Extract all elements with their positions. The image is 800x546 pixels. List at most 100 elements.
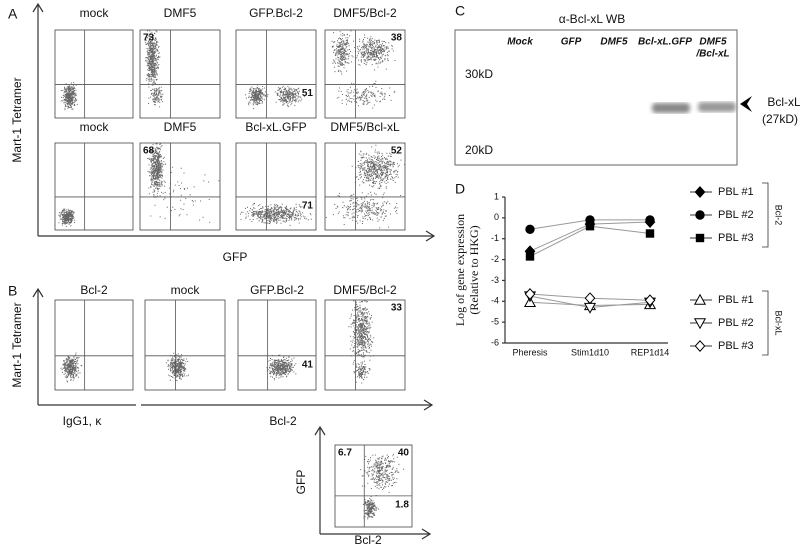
plot-title: mock	[80, 120, 110, 134]
legend-label: PBL #2	[718, 209, 754, 221]
quadrant-value: 40	[398, 448, 410, 459]
legend-marker	[695, 233, 705, 243]
legend-label: PBL #3	[718, 232, 754, 244]
y-tick-label: 1	[494, 191, 499, 201]
x-axis-label: GFP	[223, 250, 248, 264]
quadrant-value: 38	[391, 33, 403, 44]
y-tick-label: -5	[491, 317, 499, 327]
plot-frame	[235, 29, 317, 119]
blot	[454, 29, 738, 166]
y-axis-label: GFP	[294, 470, 308, 495]
y-axis-label: Log of gene expression	[453, 214, 467, 326]
arrow	[740, 96, 752, 112]
quadrant-value: 68	[143, 146, 155, 157]
y-tick-label: -4	[491, 296, 499, 306]
data-point	[645, 229, 655, 238]
event-dots	[266, 354, 297, 381]
event-dots	[58, 208, 76, 227]
y-tick-label: -3	[491, 275, 499, 285]
quadrant-value: 71	[302, 201, 314, 212]
event-dots	[165, 352, 189, 382]
plot-frame	[237, 299, 317, 391]
x-tick-label: REP1d14	[631, 347, 670, 357]
legend-label: PBL #1	[718, 294, 754, 306]
size-marker: 30kD	[465, 67, 493, 81]
plot-title: DMF5	[164, 120, 197, 134]
plot-title: mock	[80, 6, 110, 20]
quadrant-value: 73	[143, 33, 155, 44]
legend-marker	[693, 293, 707, 305]
legend-marker	[693, 318, 707, 330]
lane-label: Bcl-xL.GFP	[638, 37, 692, 48]
data-point	[585, 222, 595, 231]
x-axis-label: Bcl-2	[269, 414, 297, 428]
x-tick-label: Pheresis	[512, 347, 548, 357]
plot-title: mock	[171, 283, 201, 297]
y-axis-label: Mart-1 Tetramer	[10, 77, 24, 162]
quadrant-value: 6.7	[338, 448, 352, 459]
plot-title: GFP.Bcl-2	[249, 6, 303, 20]
y-tick-label: -2	[491, 254, 499, 264]
data-point	[645, 215, 655, 225]
x-axis-label: IgG1, κ	[63, 414, 103, 428]
panel-label: B	[8, 283, 17, 299]
data-point	[525, 252, 535, 261]
y-tick-label: -1	[491, 233, 499, 243]
blot-title: α-Bcl-xL WB	[559, 12, 626, 26]
band	[698, 102, 736, 112]
plot-title: DMF5/Bcl-2	[333, 283, 397, 297]
plot-frame	[324, 142, 406, 231]
legend-label: PBL #3	[718, 340, 754, 352]
plot-title: Bcl-2	[80, 283, 108, 297]
plot-title: DMF5/Bcl-xL	[330, 120, 400, 134]
plot-title: Bcl-xL.GFP	[245, 120, 306, 134]
lane-label: GFP	[561, 37, 582, 48]
panel-label: A	[8, 6, 18, 22]
arrowhead	[423, 399, 434, 411]
quadrant-value: 1.8	[395, 499, 409, 510]
plot-frame	[54, 29, 134, 119]
event-dots	[245, 84, 305, 110]
plot-title: DMF5/Bcl-2	[333, 6, 397, 20]
lane-label: DMF5	[600, 37, 628, 48]
panel-label: D	[455, 181, 465, 197]
legend-group: Bcl-xL	[774, 310, 784, 335]
data-point	[584, 292, 596, 305]
panel-label: C	[455, 3, 465, 19]
plot-frame	[324, 29, 406, 119]
flow-plots: mock DMF5 73 GFP.Bcl-2 51 DMF5/Bcl-2 38 mock DMF…	[54, 6, 413, 528]
line-chart: 1 0 -1 -2 -3 -4 -5 -6 Pheresis Stim1d10 REP1d14 Log…	[453, 182, 784, 357]
event-dots	[144, 30, 164, 108]
y-axis-label: Mart-1 Tetramer	[10, 302, 24, 387]
data-point	[524, 288, 536, 300]
event-dots	[147, 143, 220, 223]
data-point	[644, 294, 656, 307]
legend-label: PBL #1	[718, 186, 754, 198]
size-marker: 20kD	[465, 143, 493, 157]
legend-group: Bcl-2	[774, 205, 784, 226]
event-dots	[331, 30, 396, 109]
event-dots	[60, 352, 83, 383]
legend-bracket	[762, 290, 769, 356]
event-dots	[325, 144, 406, 229]
band-label: (27kD)	[762, 112, 798, 126]
legend-marker	[694, 340, 706, 352]
x-tick-label: Stim1d10	[571, 347, 609, 357]
lane-label: /Bcl-xL	[695, 49, 729, 60]
lane-label: Mock	[507, 37, 533, 48]
plot-frame	[144, 299, 226, 391]
legend-bracket	[762, 182, 769, 248]
arrowhead	[314, 425, 326, 436]
arrowhead	[32, 287, 44, 298]
y-tick-label: -6	[491, 337, 499, 347]
event-dots	[348, 300, 375, 384]
arrowhead	[425, 230, 436, 242]
event-dots	[240, 203, 312, 226]
band	[652, 103, 690, 113]
plot-frame	[54, 142, 134, 231]
quadrant-value: 41	[302, 359, 314, 370]
series-line	[529, 225, 651, 257]
quadrant-value: 33	[391, 303, 403, 314]
y-axis-label: (Relative to HKG)	[467, 225, 481, 314]
